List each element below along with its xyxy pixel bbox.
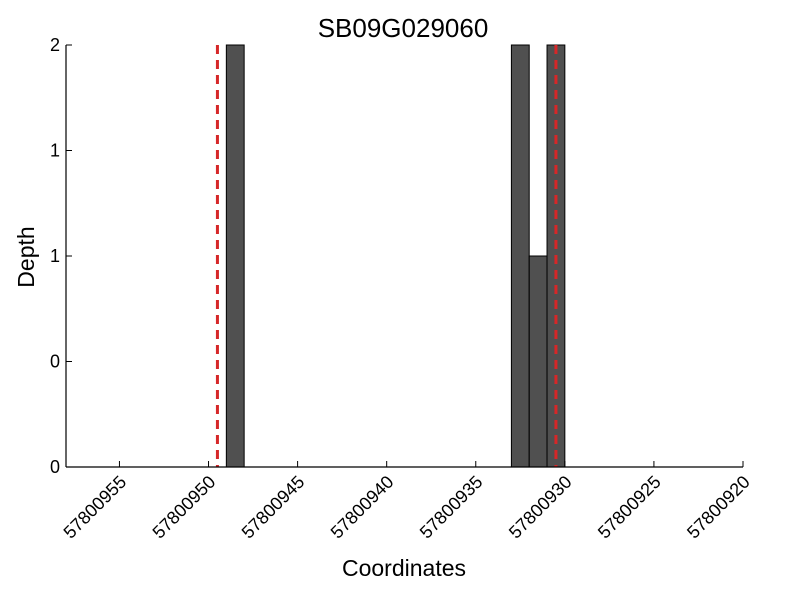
y-ticks-layer: 0 0 1 1 2 bbox=[50, 35, 72, 477]
x-tick-label-2: 57800945 bbox=[238, 472, 309, 543]
y-tick-label-1: 0 bbox=[50, 352, 60, 372]
bar-1 bbox=[510, 44, 530, 468]
x-tick-label-6: 57800925 bbox=[594, 472, 665, 543]
bar-2 bbox=[528, 255, 548, 468]
x-ticks-layer: 57800955 57800950 57800945 57800940 57800935… bbox=[59, 461, 754, 543]
x-tick-label-4: 57800935 bbox=[416, 472, 487, 543]
y-tick-label-4: 2 bbox=[50, 35, 60, 55]
y-tick-label-2: 1 bbox=[50, 246, 60, 266]
x-axis-title: Coordinates bbox=[342, 555, 466, 581]
y-tick-label-0: 0 bbox=[50, 457, 60, 477]
chart-title: SB09G029060 bbox=[318, 13, 489, 43]
x-tick-label-5: 57800930 bbox=[505, 472, 576, 543]
x-tick-label-0: 57800955 bbox=[59, 472, 130, 543]
reference-lines-layer bbox=[215, 45, 558, 467]
y-tick-label-3: 1 bbox=[50, 141, 60, 161]
x-tick-label-1: 57800950 bbox=[149, 472, 220, 543]
x-tick-label-3: 57800940 bbox=[327, 472, 398, 543]
bars-layer bbox=[225, 44, 566, 468]
bar-0 bbox=[225, 44, 245, 468]
y-axis-title: Depth bbox=[13, 226, 39, 287]
x-tick-label-7: 57800920 bbox=[683, 472, 754, 543]
